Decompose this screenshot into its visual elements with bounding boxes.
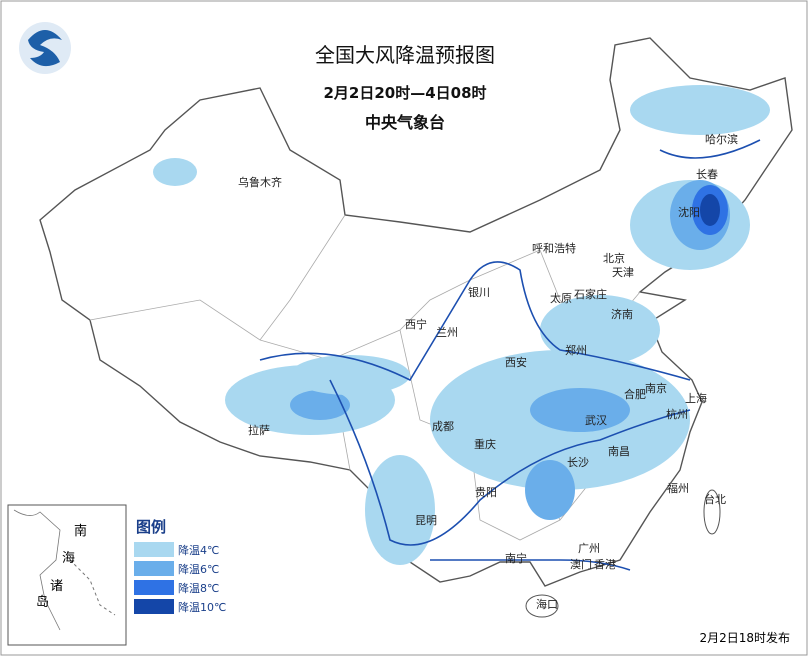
- city-label: 贵阳: [475, 486, 497, 499]
- rivers: [259, 139, 761, 571]
- city-label: 南宁: [505, 551, 527, 565]
- city-label: 长沙: [567, 456, 589, 469]
- cooling-area: [530, 388, 630, 432]
- city-label: 香港: [594, 558, 616, 571]
- footer: 2月2日18时发布: [699, 630, 790, 645]
- city-label: 福州: [667, 481, 689, 495]
- legend-label: 降温8℃: [178, 581, 219, 595]
- cooling-area: [290, 355, 410, 395]
- city-label: 成都: [432, 420, 454, 433]
- city-label: 哈尔滨: [705, 132, 738, 146]
- cooling-area: [525, 460, 575, 520]
- city-label: 西宁: [405, 317, 427, 331]
- city-label: 北京: [603, 251, 625, 265]
- cooling-area: [700, 194, 720, 226]
- city-label: 南京: [645, 381, 667, 395]
- inset-label: 岛: [36, 594, 49, 610]
- city-label: 石家庄: [574, 287, 607, 301]
- city-label: 银川: [468, 285, 490, 299]
- logo: [19, 22, 71, 74]
- legend-label: 降温10℃: [178, 600, 226, 614]
- city-label: 台北: [704, 492, 726, 506]
- city-label: 武汉: [585, 414, 607, 427]
- city-label: 杭州: [666, 407, 688, 421]
- city-label: 天津: [612, 266, 634, 279]
- title: 全国大风降温预报图: [315, 43, 495, 67]
- period: 2月2日20时—4日08时: [323, 84, 486, 102]
- city-label: 海口: [536, 597, 558, 611]
- city-label: 拉萨: [248, 423, 270, 437]
- city-label: 长春: [696, 168, 718, 181]
- city-label: 广州: [578, 542, 600, 555]
- city-label: 澳门: [570, 557, 592, 571]
- inset: 南 海 诸 岛: [7, 504, 127, 646]
- city-label: 重庆: [474, 437, 496, 451]
- inset-label: 海: [62, 551, 75, 566]
- cooling-area: [630, 85, 770, 135]
- hainan: [525, 594, 559, 618]
- legend-swatch: [134, 580, 174, 595]
- cooling-area: [153, 158, 197, 186]
- city-label: 沈阳: [678, 205, 700, 219]
- legend-title: 图例: [136, 518, 166, 536]
- inset-label: 诸: [50, 579, 63, 594]
- legend-label: 降温6℃: [178, 562, 219, 576]
- issuer: 中央气象台: [365, 113, 445, 132]
- taiwan: [703, 489, 721, 535]
- cooling-areas: [153, 85, 770, 565]
- city-label: 呼和浩特: [532, 241, 576, 255]
- city-label: 郑州: [565, 343, 587, 357]
- city-label: 西安: [505, 355, 527, 369]
- city-label: 昆明: [415, 514, 437, 527]
- cooling-area: [365, 455, 435, 565]
- legend: 图例 降温4℃ 降温6℃ 降温8℃ 降温10℃: [134, 518, 226, 614]
- legend-swatch: [134, 599, 174, 614]
- legend-swatch: [134, 542, 174, 557]
- cooling-area: [540, 295, 660, 365]
- legend-swatch: [134, 561, 174, 576]
- cooling-area: [290, 390, 350, 420]
- city-label: 济南: [611, 307, 633, 321]
- city-label: 南昌: [608, 445, 630, 458]
- city-label: 合肥: [624, 387, 646, 401]
- legend-label: 降温4℃: [178, 543, 219, 557]
- inset-label: 南: [74, 523, 87, 539]
- city-label: 太原: [550, 292, 572, 305]
- city-label: 上海: [685, 391, 707, 405]
- city-label: 乌鲁木齐: [238, 175, 282, 189]
- city-label: 兰州: [436, 326, 458, 339]
- city-labels: 乌鲁木齐 哈尔滨 长春 沈阳 呼和浩特 北京 天津 银川 太原 石家庄 西宁 兰…: [238, 132, 738, 611]
